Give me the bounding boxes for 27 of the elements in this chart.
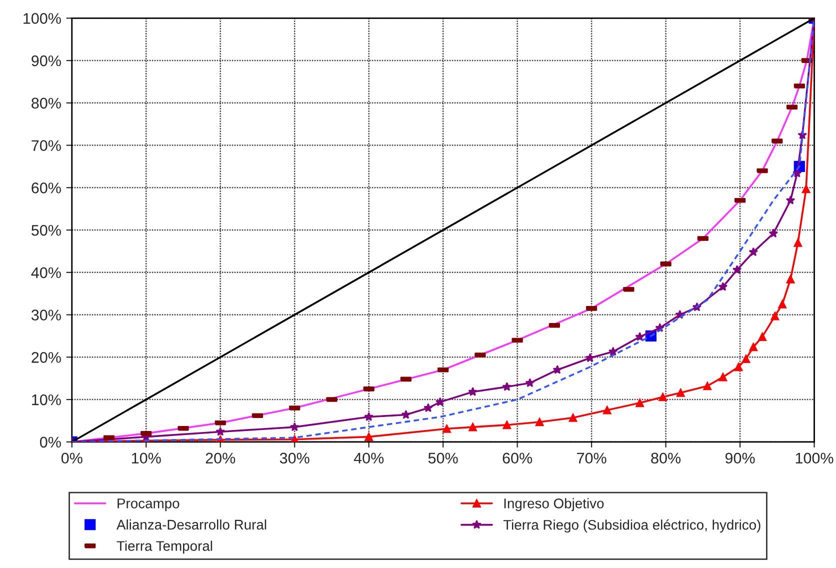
y-tick-label: 70% [32, 140, 61, 151]
y-tick-label: 50% [32, 224, 61, 236]
legend-label: Ingreso Objetivo [504, 498, 604, 512]
y-tick-label: 10% [32, 394, 61, 406]
x-tick-label: 100% [796, 452, 834, 464]
x-tick-label: 20% [206, 452, 236, 464]
y-tick-label: 80% [32, 98, 61, 109]
x-tick-label: 10% [132, 452, 161, 464]
legend-label: Procampo [118, 498, 180, 512]
y-tick-label: 100% [24, 13, 61, 24]
x-tick-label: 30% [280, 452, 310, 464]
y-tick-label: 90% [32, 55, 61, 66]
x-tick-label: 70% [577, 452, 606, 464]
y-tick-label: 60% [32, 182, 61, 194]
legend-label: Tierra Riego (Subsidioa eléctrico, hydrico) [503, 519, 760, 533]
x-tick-label: 40% [354, 452, 384, 464]
y-tick-label: 40% [31, 267, 61, 278]
x-tick-label: 0% [61, 452, 82, 464]
y-tick-label: 30% [31, 310, 61, 320]
legend-label: Tierra Temporal [116, 540, 212, 554]
y-tick-label: 0% [40, 436, 61, 448]
x-tick-label: 50% [428, 452, 458, 464]
x-tick-label: 90% [725, 452, 755, 464]
y-tick-label: 20% [32, 352, 61, 363]
legend-label: Alianza-Desarrollo Rural [116, 519, 266, 530]
x-tick-label: 60% [502, 452, 532, 464]
x-tick-label: 80% [651, 452, 681, 464]
